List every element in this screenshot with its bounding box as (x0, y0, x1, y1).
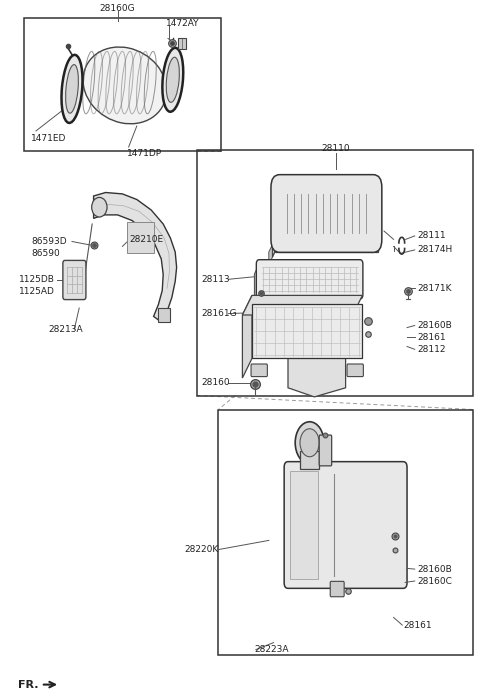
Text: 28174H: 28174H (418, 246, 453, 254)
Bar (24, 18, 221, 150)
Text: 28110: 28110 (322, 144, 350, 153)
Text: 86590: 86590 (31, 249, 60, 258)
Ellipse shape (166, 57, 180, 102)
Polygon shape (242, 295, 252, 378)
Text: 28210E: 28210E (130, 235, 164, 244)
Polygon shape (94, 193, 177, 322)
Text: 28213A: 28213A (48, 325, 83, 333)
FancyBboxPatch shape (158, 308, 170, 322)
FancyBboxPatch shape (256, 260, 363, 299)
Text: 28111: 28111 (418, 232, 446, 240)
FancyBboxPatch shape (300, 451, 319, 469)
Bar (197, 150, 473, 396)
Text: 1472AY: 1472AY (166, 19, 199, 28)
FancyBboxPatch shape (319, 435, 332, 466)
FancyBboxPatch shape (251, 364, 267, 377)
Text: 28113: 28113 (202, 275, 230, 284)
Text: 28220K: 28220K (184, 545, 218, 554)
Text: 28171K: 28171K (418, 284, 452, 293)
Ellipse shape (295, 421, 324, 463)
Text: 1471ED: 1471ED (31, 134, 67, 144)
Ellipse shape (83, 47, 167, 124)
Text: 28160C: 28160C (418, 577, 453, 585)
Text: 28160B: 28160B (418, 565, 452, 573)
Text: 28161: 28161 (403, 621, 432, 629)
Text: 28161: 28161 (418, 333, 446, 342)
Text: 28160G: 28160G (100, 4, 135, 13)
Polygon shape (272, 191, 279, 258)
Ellipse shape (92, 197, 107, 217)
Ellipse shape (162, 48, 183, 112)
FancyBboxPatch shape (127, 222, 154, 253)
Text: 86593D: 86593D (31, 237, 67, 246)
Text: 1125DB: 1125DB (19, 276, 55, 284)
Bar (218, 410, 473, 654)
Ellipse shape (300, 428, 319, 456)
Text: 28112: 28112 (418, 345, 446, 354)
FancyBboxPatch shape (63, 260, 86, 300)
FancyBboxPatch shape (178, 38, 186, 49)
Polygon shape (254, 264, 259, 304)
Text: FR.: FR. (18, 680, 39, 689)
Ellipse shape (66, 64, 78, 113)
Polygon shape (288, 358, 346, 397)
Text: 28223A: 28223A (254, 645, 289, 654)
FancyBboxPatch shape (347, 364, 363, 377)
Polygon shape (242, 295, 362, 315)
FancyBboxPatch shape (284, 462, 407, 588)
FancyBboxPatch shape (275, 239, 378, 253)
FancyBboxPatch shape (330, 581, 344, 596)
Polygon shape (269, 239, 275, 265)
Text: 28160B: 28160B (418, 321, 452, 330)
Text: 1471DP: 1471DP (127, 149, 162, 158)
Ellipse shape (61, 55, 83, 123)
FancyBboxPatch shape (290, 470, 318, 580)
Text: 1125AD: 1125AD (19, 288, 55, 296)
FancyBboxPatch shape (271, 175, 382, 253)
Text: 28161G: 28161G (202, 309, 237, 318)
FancyBboxPatch shape (252, 304, 362, 358)
Text: 28160: 28160 (202, 379, 230, 387)
